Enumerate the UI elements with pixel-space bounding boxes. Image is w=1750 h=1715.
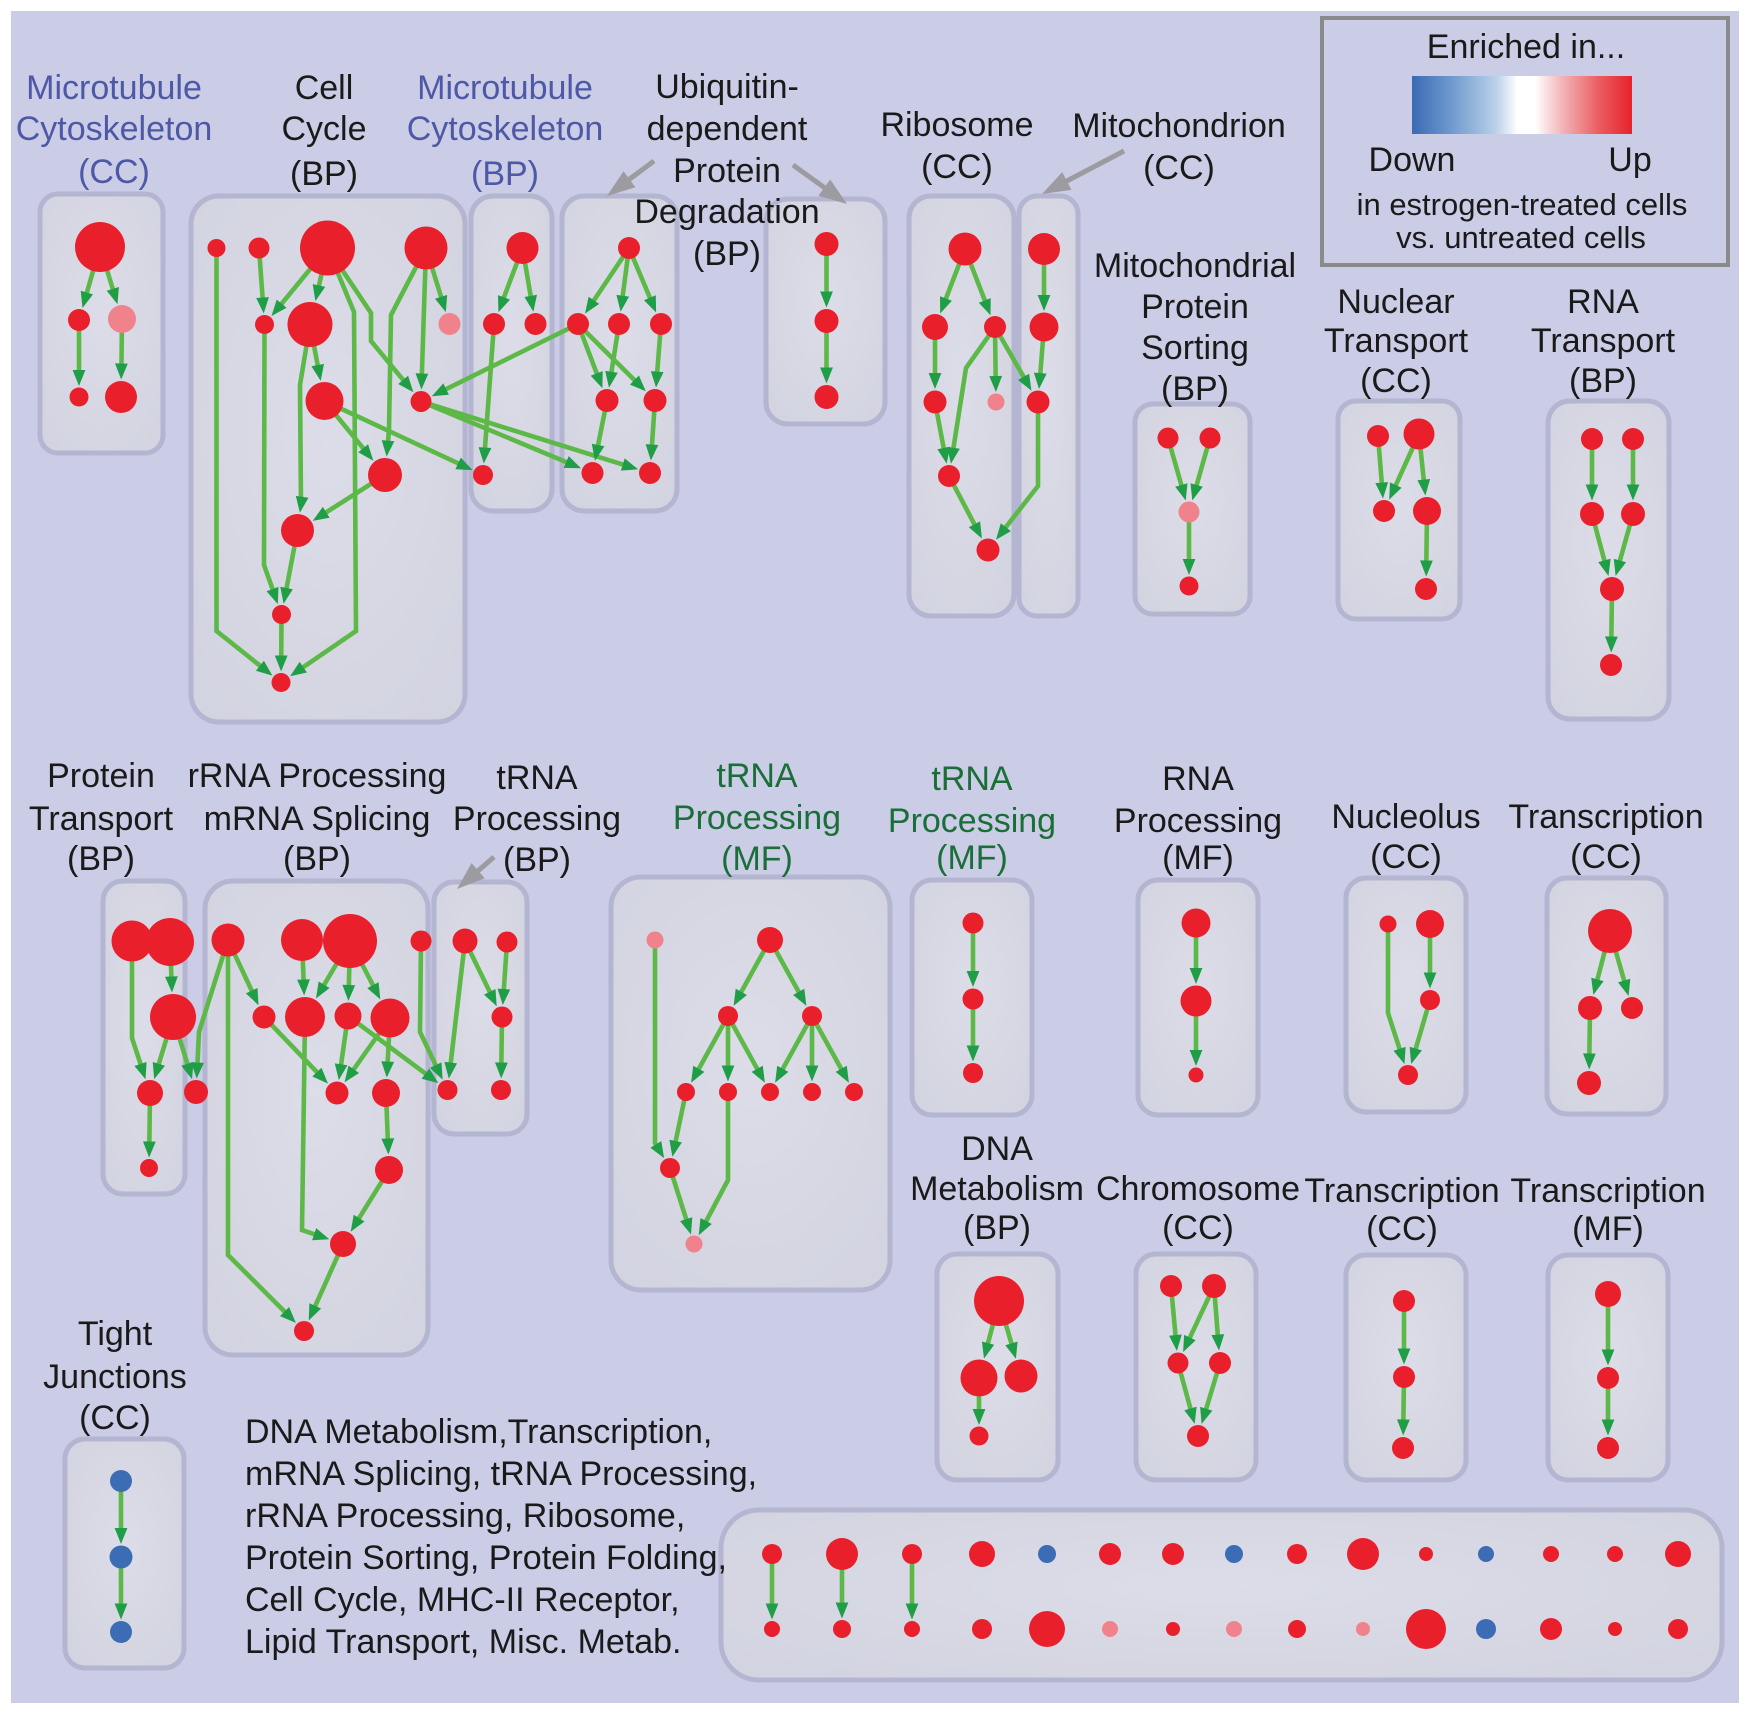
svg-text:(CC): (CC) <box>78 153 150 191</box>
svg-text:(CC): (CC) <box>1366 1210 1438 1248</box>
svg-text:Transcription: Transcription <box>1510 1172 1705 1210</box>
svg-text:Protein: Protein <box>1141 288 1249 326</box>
svg-text:Microtubule: Microtubule <box>417 69 593 107</box>
svg-text:tRNA: tRNA <box>931 760 1013 798</box>
svg-text:Degradation: Degradation <box>634 193 819 231</box>
svg-text:(BP): (BP) <box>1569 362 1637 400</box>
svg-text:RNA: RNA <box>1567 283 1639 321</box>
svg-text:Junctions: Junctions <box>43 1358 187 1396</box>
svg-text:Cytoskeleton: Cytoskeleton <box>16 110 213 148</box>
svg-text:(BP): (BP) <box>290 155 358 193</box>
svg-text:(CC): (CC) <box>1570 838 1642 876</box>
svg-text:DNA Metabolism,Transcription,: DNA Metabolism,Transcription, <box>245 1413 712 1451</box>
svg-text:Microtubule: Microtubule <box>26 69 202 107</box>
svg-text:tRNA: tRNA <box>716 757 798 795</box>
svg-text:Processing: Processing <box>888 802 1056 840</box>
svg-text:(MF): (MF) <box>721 840 793 878</box>
svg-text:Cell Cycle, MHC-II Receptor,: Cell Cycle, MHC-II Receptor, <box>245 1581 680 1619</box>
svg-text:(CC): (CC) <box>1370 838 1442 876</box>
svg-text:Processing: Processing <box>673 799 841 837</box>
svg-text:Cytoskeleton: Cytoskeleton <box>407 110 604 148</box>
svg-text:(MF): (MF) <box>1162 839 1234 877</box>
svg-text:Transport: Transport <box>1324 322 1469 360</box>
svg-text:Protein Sorting, Protein Foldi: Protein Sorting, Protein Folding, <box>245 1539 727 1577</box>
svg-text:dependent: dependent <box>647 110 808 148</box>
svg-text:Transcription: Transcription <box>1508 798 1703 836</box>
svg-text:mRNA Splicing: mRNA Splicing <box>204 800 431 838</box>
svg-text:Ubiquitin-: Ubiquitin- <box>655 68 799 106</box>
svg-text:mRNA Splicing, tRNA Processing: mRNA Splicing, tRNA Processing, <box>245 1455 757 1493</box>
svg-text:Protein: Protein <box>47 757 155 795</box>
svg-text:(BP): (BP) <box>1161 370 1229 408</box>
svg-text:Transport: Transport <box>29 800 174 838</box>
svg-text:(CC): (CC) <box>79 1399 151 1437</box>
svg-text:Ribosome: Ribosome <box>880 106 1033 144</box>
svg-text:DNA: DNA <box>961 1130 1033 1168</box>
svg-text:Mitochondrion: Mitochondrion <box>1072 107 1286 145</box>
svg-text:Processing: Processing <box>1114 802 1282 840</box>
svg-text:(CC): (CC) <box>1360 362 1432 400</box>
svg-text:Transcription: Transcription <box>1304 1172 1499 1210</box>
svg-text:(BP): (BP) <box>503 841 571 879</box>
svg-text:rRNA Processing, Ribosome,: rRNA Processing, Ribosome, <box>245 1497 685 1535</box>
svg-text:Up: Up <box>1608 141 1651 179</box>
svg-text:Tight: Tight <box>78 1315 153 1353</box>
svg-text:tRNA: tRNA <box>496 759 578 797</box>
svg-text:Down: Down <box>1369 141 1456 179</box>
svg-text:Nucleolus: Nucleolus <box>1331 798 1480 836</box>
svg-text:(BP): (BP) <box>693 235 761 273</box>
svg-text:Nuclear: Nuclear <box>1337 283 1454 321</box>
svg-text:Protein: Protein <box>673 152 781 190</box>
svg-text:Cycle: Cycle <box>281 110 366 148</box>
svg-text:(CC): (CC) <box>1143 149 1215 187</box>
svg-text:Lipid Transport, Misc. Metab.: Lipid Transport, Misc. Metab. <box>245 1623 682 1661</box>
svg-text:(MF): (MF) <box>936 839 1008 877</box>
svg-text:rRNA Processing: rRNA Processing <box>188 757 447 795</box>
svg-text:RNA: RNA <box>1162 760 1234 798</box>
svg-text:Cell: Cell <box>295 69 354 107</box>
svg-text:(BP): (BP) <box>471 155 539 193</box>
svg-text:Transport: Transport <box>1531 322 1676 360</box>
svg-text:Sorting: Sorting <box>1141 329 1249 367</box>
svg-text:(BP): (BP) <box>67 840 135 878</box>
svg-text:(CC): (CC) <box>921 148 993 186</box>
svg-text:Enriched in...: Enriched in... <box>1427 28 1625 66</box>
svg-text:(CC): (CC) <box>1162 1209 1234 1247</box>
svg-text:Chromosome: Chromosome <box>1096 1170 1300 1208</box>
svg-text:vs. untreated cells: vs. untreated cells <box>1396 220 1646 255</box>
svg-text:(BP): (BP) <box>963 1209 1031 1247</box>
svg-text:in estrogen-treated cells: in estrogen-treated cells <box>1357 187 1688 222</box>
svg-text:Processing: Processing <box>453 800 621 838</box>
svg-text:(MF): (MF) <box>1572 1210 1644 1248</box>
svg-text:(BP): (BP) <box>283 840 351 878</box>
svg-text:Mitochondrial: Mitochondrial <box>1094 247 1296 285</box>
svg-text:Metabolism: Metabolism <box>910 1170 1084 1208</box>
